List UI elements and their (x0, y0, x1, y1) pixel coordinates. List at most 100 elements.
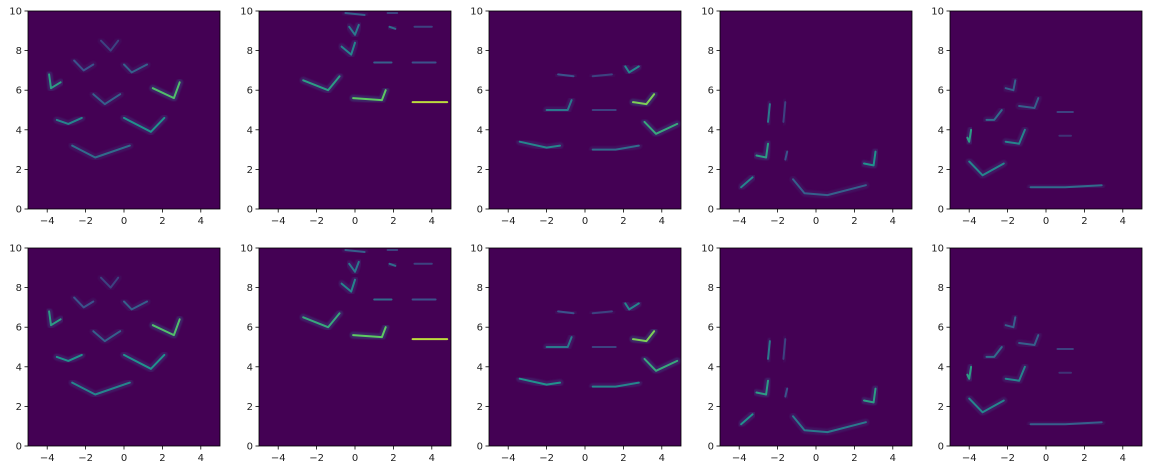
subplot-r0-c2: −4 −2 0 2 4 0 2 4 6 8 10 (470, 7, 682, 227)
heatmap-feature-9 (344, 249, 366, 253)
heatmap-feature-1 (591, 144, 640, 151)
y-tick-label: 2 (938, 165, 944, 176)
heatmap-feature-6 (1018, 97, 1040, 109)
x-tick-label: 4 (890, 453, 896, 464)
y-tick-label: 8 (938, 283, 944, 294)
y-tick-label: 4 (16, 125, 22, 136)
heatmap-feature-3 (784, 387, 789, 398)
x-tick-label: 0 (813, 453, 819, 464)
subplot-r1-c0: −4 −2 0 2 4 0 2 4 6 8 10 (9, 244, 221, 464)
y-tick-label: 8 (708, 283, 714, 294)
x-tick-label: 2 (620, 216, 626, 227)
x-tick-label: −2 (539, 216, 554, 227)
x-tick-label: −2 (770, 453, 785, 464)
x-tick-label: 2 (851, 453, 857, 464)
heatmap-feature-1 (792, 415, 867, 434)
y-tick-label: 10 (240, 7, 253, 18)
x-tick-label: −4 (732, 216, 747, 227)
y-tick-label: 10 (701, 244, 714, 255)
heatmap-feature-3 (340, 278, 356, 293)
heatmap-feature-8 (624, 65, 640, 74)
heatmap-feature-3 (48, 310, 62, 327)
y-tick-label: 8 (477, 46, 483, 57)
y-tick-label: 6 (708, 323, 714, 334)
heatmap-feature-0 (1029, 421, 1103, 426)
y-tick-label: 10 (470, 244, 483, 255)
x-tick-label: 2 (851, 216, 857, 227)
heatmap-feature-6 (557, 310, 575, 315)
x-tick-label: 2 (159, 216, 165, 227)
heatmap-feature-0 (740, 176, 754, 189)
x-tick-label: 2 (390, 453, 396, 464)
heatmap-feature-4 (863, 387, 877, 404)
x-tick-label: 4 (198, 453, 204, 464)
heatmap-feature-6 (73, 59, 95, 72)
heatmap-feature-6 (782, 338, 787, 360)
y-tick-label: 4 (938, 362, 944, 373)
heatmap-feature-3 (545, 99, 573, 111)
heatmap-feature-4 (92, 93, 122, 106)
heatmap-feature-2 (966, 365, 973, 380)
heatmap-feature-0 (302, 312, 341, 329)
y-tick-label: 0 (708, 442, 714, 453)
x-tick-label: −2 (309, 453, 324, 464)
heatmap-feature-3 (48, 73, 62, 90)
x-tick-label: 2 (620, 453, 626, 464)
y-tick-label: 4 (477, 362, 483, 373)
x-tick-label: −2 (309, 216, 324, 227)
heatmap-feature-6 (782, 101, 787, 123)
x-tick-label: 4 (659, 216, 665, 227)
x-tick-label: 4 (1120, 453, 1126, 464)
heatmap-feature-5 (151, 318, 181, 337)
heatmap-feature-1 (55, 116, 83, 125)
y-tick-label: 2 (477, 165, 483, 176)
y-tick-label: 6 (477, 86, 483, 97)
x-tick-label: −2 (78, 453, 93, 464)
heatmap-feature-5 (632, 330, 656, 343)
x-tick-label: 2 (390, 216, 396, 227)
heatmap-feature-7 (388, 25, 397, 30)
x-tick-label: 2 (1081, 453, 1087, 464)
heatmap-feature-6 (557, 73, 575, 78)
y-tick-label: 10 (701, 7, 714, 18)
y-tick-label: 6 (708, 86, 714, 97)
subplot-r0-c4: −4 −2 0 2 4 0 2 4 6 8 10 (931, 7, 1143, 227)
x-tick-label: 4 (429, 453, 435, 464)
y-tick-label: 8 (477, 283, 483, 294)
heatmap-feature-4 (92, 330, 122, 343)
heatmap-feature-0 (1029, 184, 1103, 189)
heatmap-feature-1 (968, 160, 1005, 177)
y-tick-label: 4 (247, 125, 253, 136)
x-tick-label: −4 (40, 216, 55, 227)
heatmap-feature-8 (1004, 316, 1017, 329)
y-tick-label: 2 (16, 165, 22, 176)
y-tick-label: 6 (247, 323, 253, 334)
x-tick-label: 0 (352, 453, 358, 464)
heatmap-feature-1 (591, 381, 640, 388)
y-tick-label: 8 (708, 46, 714, 57)
heatmap-feature-2 (755, 379, 769, 396)
y-tick-label: 0 (938, 205, 944, 216)
x-tick-label: 2 (159, 453, 165, 464)
x-tick-label: −2 (78, 216, 93, 227)
heatmap-feature-0 (518, 377, 561, 386)
y-tick-label: 0 (247, 442, 253, 453)
y-tick-label: 0 (708, 205, 714, 216)
heatmap-feature-5 (985, 109, 1003, 121)
x-tick-label: −4 (732, 453, 747, 464)
x-tick-label: 0 (352, 216, 358, 227)
heatmap-feature-0 (302, 75, 341, 92)
heatmap-feature-6 (348, 23, 360, 36)
x-tick-label: 0 (1043, 453, 1049, 464)
y-tick-label: 6 (16, 323, 22, 334)
y-tick-label: 6 (16, 86, 22, 97)
heatmap-feature-1 (968, 397, 1005, 414)
x-tick-label: −4 (501, 453, 516, 464)
y-tick-label: 4 (247, 362, 253, 373)
x-tick-label: −4 (40, 453, 55, 464)
heatmap-feature-1 (352, 326, 387, 339)
x-tick-label: 0 (1043, 216, 1049, 227)
y-tick-label: 0 (247, 205, 253, 216)
y-tick-label: 4 (938, 125, 944, 136)
